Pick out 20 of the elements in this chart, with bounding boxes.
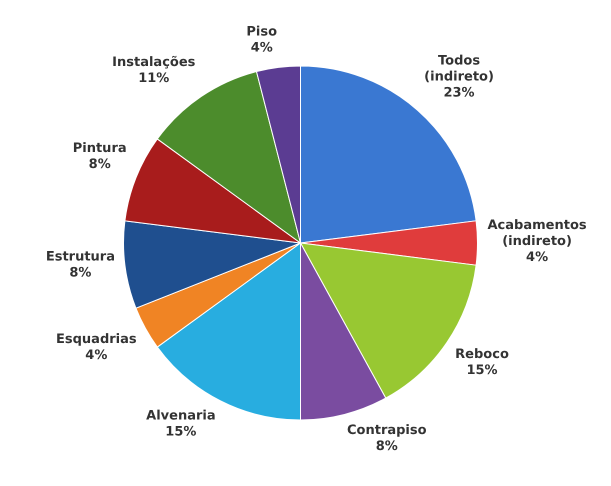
slice-label: Contrapiso [347, 423, 427, 438]
data-label: 4% [250, 40, 273, 56]
data-label: 8% [69, 265, 92, 280]
data-label: 4% [85, 348, 108, 363]
slice-label: Esquadrias [56, 332, 137, 347]
slice-label: Piso [246, 24, 278, 40]
data-label: 4% [526, 250, 548, 265]
slice-label: Acabamentos (indireto) [487, 218, 587, 249]
slice-label: Todos (indireto) [424, 54, 494, 85]
slice-label: Alvenaria [146, 408, 216, 424]
data-label: 15% [165, 424, 196, 440]
data-label: 23% [443, 86, 475, 101]
data-label: 8% [88, 157, 111, 172]
slice-label: Pintura [72, 141, 127, 156]
slice-label: Reboco [455, 346, 509, 362]
data-label: 15% [466, 362, 498, 378]
data-label: 11% [138, 71, 170, 86]
slice-label: Estrutura [46, 249, 115, 264]
data-label: 8% [376, 439, 398, 454]
slice-label: Instalações [112, 55, 196, 70]
